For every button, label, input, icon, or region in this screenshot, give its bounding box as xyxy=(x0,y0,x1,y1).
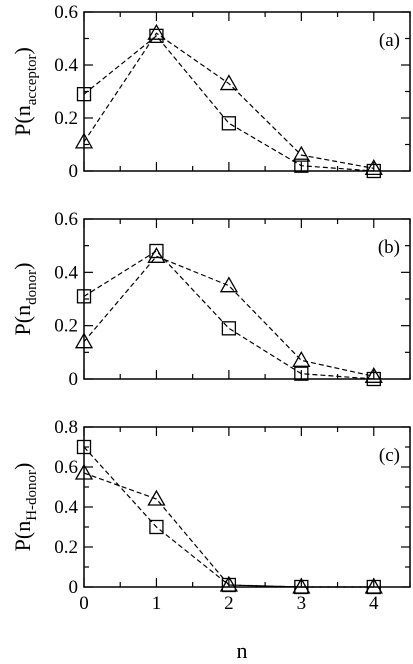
y-tick-label: 0.4 xyxy=(54,262,78,283)
square-marker xyxy=(76,289,92,304)
square-marker xyxy=(221,321,237,336)
triangle-marker xyxy=(219,276,239,293)
y-tick-label: 0.2 xyxy=(54,537,78,558)
y-axis-label-main: P(n xyxy=(10,521,35,552)
square-marker xyxy=(149,519,164,535)
x-tick-label: 2 xyxy=(224,593,234,614)
panel-label: (b) xyxy=(378,237,400,258)
triangle-marker xyxy=(219,575,239,592)
series-line-square xyxy=(83,446,374,588)
triangle-marker xyxy=(364,367,383,383)
triangle-marker xyxy=(74,332,94,349)
panel-2: 0 0.2 0.4 0.6 0.8 0 1 2 3 4 (c) P(nH-donor) n xyxy=(10,417,411,663)
square-marker xyxy=(149,243,164,259)
x-tick-label: 1 xyxy=(152,593,162,614)
triangle-marker xyxy=(147,247,166,263)
series-line-triangle xyxy=(83,32,374,169)
panel-label: (c) xyxy=(379,445,400,466)
y-tick-label: 0 xyxy=(69,577,79,598)
triangle-marker xyxy=(74,132,94,149)
triangle-marker xyxy=(219,74,239,91)
panel-1: 0 0.2 0.4 0.6 (b) P(ndonor) xyxy=(10,209,411,390)
y-tick-label: 0.4 xyxy=(54,497,78,518)
plot-frame xyxy=(83,426,411,588)
y-tick-label: 0.4 xyxy=(54,55,78,76)
triangle-marker xyxy=(147,489,166,506)
triangle-marker xyxy=(74,463,94,480)
panel-label: (a) xyxy=(379,30,400,51)
y-axis-label: P(nacceptor) xyxy=(10,47,40,136)
y-tick-label: 0.6 xyxy=(54,209,78,230)
y-tick-label: 0.6 xyxy=(54,457,78,478)
x-axis-label: n xyxy=(237,638,248,663)
y-axis-label-main: P(n xyxy=(10,305,35,336)
triangle-marker xyxy=(292,577,311,594)
y-tick-label: 0 xyxy=(69,369,79,390)
y-axis-label-sub: donor xyxy=(24,270,40,305)
y-tick-label: 0 xyxy=(69,161,79,182)
series-line-square xyxy=(83,35,374,172)
y-tick-label: 0.2 xyxy=(54,316,78,337)
y-tick-label: 0.2 xyxy=(54,108,78,129)
square-marker xyxy=(76,439,92,455)
series-line-square xyxy=(83,250,374,380)
y-tick-label: 0.6 xyxy=(54,2,78,23)
square-marker xyxy=(294,366,309,381)
square-marker xyxy=(221,116,237,131)
series-line-triangle xyxy=(83,472,374,588)
y-axis-label-close: ) xyxy=(10,47,35,54)
y-axis-label-sub: acceptor xyxy=(24,54,40,105)
x-tick-label: 0 xyxy=(79,593,89,614)
x-tick-label: 4 xyxy=(369,593,379,614)
panel-0: 0 0.2 0.4 0.6 (a) P(nacceptor) xyxy=(10,2,411,182)
square-marker xyxy=(294,158,309,173)
y-axis-label-main: P(n xyxy=(10,105,35,136)
y-axis-label: P(nH-donor) xyxy=(10,463,40,552)
y-axis-label-close: ) xyxy=(10,463,35,470)
series-line-triangle xyxy=(83,255,374,377)
triangle-marker xyxy=(292,351,311,367)
triangle-marker xyxy=(147,23,166,40)
plot-frame xyxy=(83,11,411,172)
y-axis-label: P(ndonor) xyxy=(10,263,40,336)
x-tick-label: 3 xyxy=(297,593,307,614)
triangle-marker xyxy=(364,159,383,176)
triangle-marker xyxy=(292,145,311,162)
y-tick-label: 0.8 xyxy=(54,417,78,438)
square-marker xyxy=(76,87,92,102)
y-axis-label-close: ) xyxy=(10,263,35,270)
triangle-marker xyxy=(364,577,383,594)
plot-frame xyxy=(83,218,411,380)
y-axis-label-sub: H-donor xyxy=(24,470,40,521)
